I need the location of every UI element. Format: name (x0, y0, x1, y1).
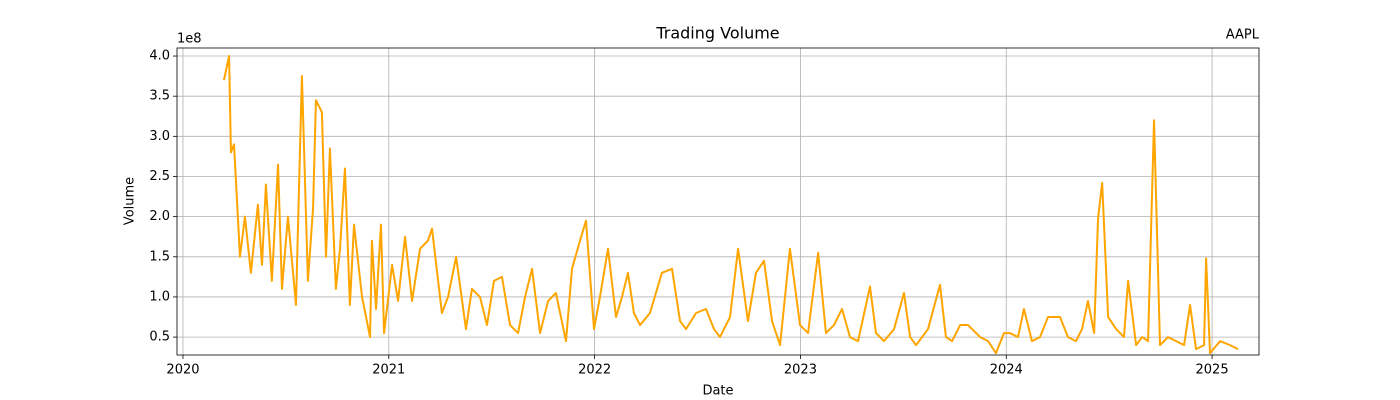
y-axis-label: Volume (123, 177, 138, 225)
y-tick-label: 1.5 (149, 249, 170, 264)
x-tick-label: 2025 (1196, 363, 1229, 378)
x-axis-label: Date (702, 384, 733, 399)
y-tick-label: 2.5 (149, 169, 170, 184)
y-tick-label: 1.0 (149, 289, 170, 304)
x-tick-label: 2021 (372, 363, 405, 378)
y-tick-label: 4.0 (149, 49, 170, 64)
x-tick-label: 2024 (990, 363, 1023, 378)
chart-title: Trading Volume (655, 24, 779, 43)
y-offset-label: 1e8 (177, 32, 202, 47)
plot-frame (176, 47, 1260, 356)
chart-title-right: AAPL (1226, 28, 1260, 43)
y-tick-label: 3.0 (149, 129, 170, 144)
y-tick-label: 0.5 (149, 330, 170, 345)
volume-line (222, 55, 1239, 355)
x-tick-label: 2020 (166, 363, 199, 378)
y-tick-label: 2.0 (149, 209, 170, 224)
x-tick-label: 2023 (784, 363, 817, 378)
x-tick-label: 2022 (578, 363, 611, 378)
y-tick-label: 3.5 (149, 89, 170, 104)
